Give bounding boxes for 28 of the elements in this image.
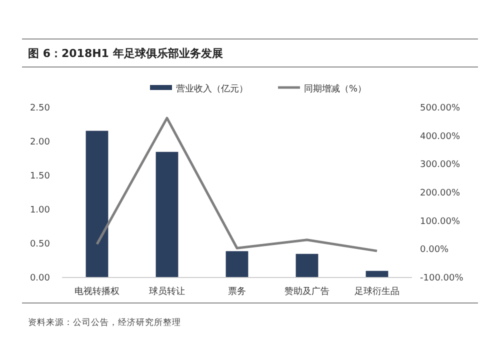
bar xyxy=(86,130,108,277)
x-tick-label: 电视转播权 xyxy=(74,286,120,297)
y2-tick-label: 500.00% xyxy=(420,104,460,114)
x-tick-label: 赞助及广告 xyxy=(284,286,330,297)
bar xyxy=(226,251,248,277)
y-tick-label: 0.50 xyxy=(30,240,50,250)
bar xyxy=(366,270,388,277)
y-tick-label: 1.50 xyxy=(30,172,50,182)
y2-tick-label: -100.00% xyxy=(420,274,464,284)
legend-label: 营业收入（亿元） xyxy=(176,84,248,94)
bar xyxy=(156,152,178,277)
y2-tick-label: 400.00% xyxy=(420,132,460,142)
bar xyxy=(296,254,318,277)
legend-label: 同期增减（%） xyxy=(304,84,367,94)
y2-tick-label: 300.00% xyxy=(420,160,460,170)
text: 资料来源：公司公告，经济研究所整理 xyxy=(28,317,181,328)
x-tick-label: 球员转让 xyxy=(149,286,185,297)
y-tick-label: 0.00 xyxy=(30,274,50,284)
y-tick-label: 2.00 xyxy=(30,138,50,148)
y-tick-label: 2.50 xyxy=(30,104,50,114)
y2-tick-label: 100.00% xyxy=(420,216,460,227)
y2-tick-label: 0.00% xyxy=(420,245,450,256)
x-tick-label: 足球衍生品 xyxy=(354,286,400,297)
line-series xyxy=(96,116,378,252)
x-tick-label: 票务 xyxy=(228,286,246,297)
y2-tick-label: 200.00% xyxy=(420,188,460,198)
y-tick-label: 1.00 xyxy=(30,206,50,216)
chart-title: 图 6：2018H1 年足球俱乐部业务发展 xyxy=(28,47,223,60)
